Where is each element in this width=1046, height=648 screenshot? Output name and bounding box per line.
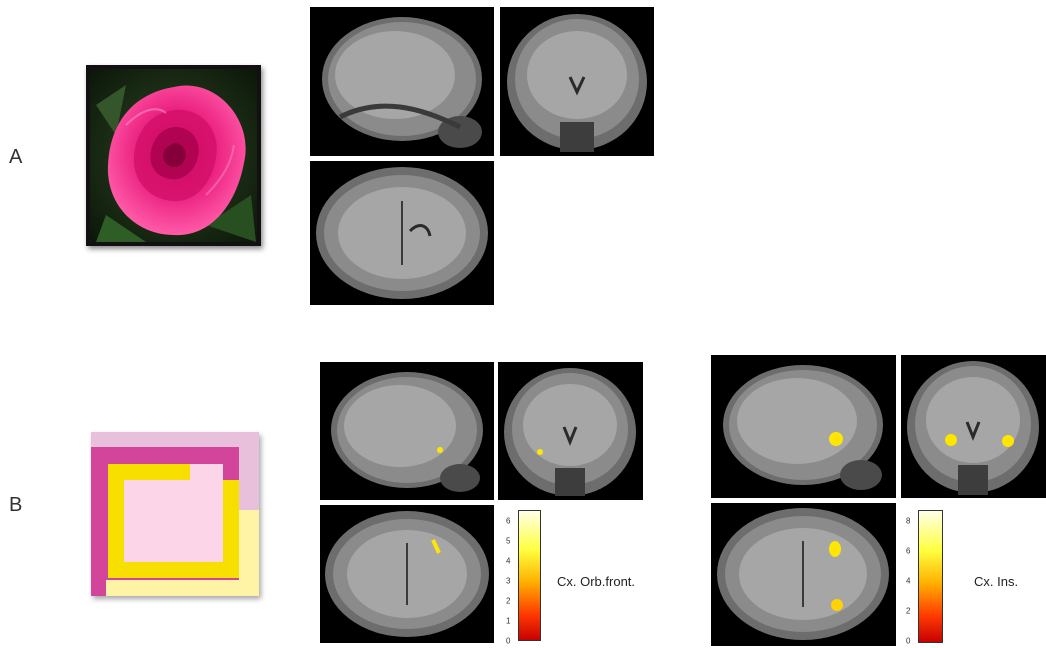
region-label-b1: Cx. Orb.front. — [557, 574, 636, 589]
colorbar-b2 — [918, 510, 943, 643]
mri-sagittal-a — [310, 7, 494, 156]
mri-sagittal-b1 — [320, 362, 494, 500]
colorbar-tick: 5 — [506, 536, 511, 546]
row-label-a: A — [9, 146, 23, 168]
colorbar-tick: 2 — [906, 606, 911, 616]
mri-sagittal-b2 — [711, 355, 896, 498]
row-label-b: B — [9, 494, 23, 516]
colorbar-tick: 6 — [906, 546, 911, 556]
colorbar-b2-ticks: 8 6 4 2 0 — [906, 510, 916, 646]
colorbar-tick: 8 — [906, 516, 911, 526]
abstract-color-stimulus — [91, 432, 259, 596]
colorbar-tick: 4 — [506, 556, 511, 566]
colorbar-tick: 1 — [506, 616, 511, 626]
colorbar-tick: 0 — [906, 636, 911, 646]
colorbar-b1-ticks: 6 5 4 3 2 1 0 — [506, 510, 516, 646]
mri-axial-b1 — [320, 505, 494, 643]
mri-axial-b2 — [711, 503, 896, 646]
region-label-b2: Cx. Ins. — [974, 574, 1019, 589]
mri-coronal-b1 — [498, 362, 643, 500]
mri-axial-a — [310, 161, 494, 305]
rose-photo — [86, 65, 261, 246]
colorbar-b1 — [518, 510, 541, 641]
colorbar-tick: 2 — [506, 596, 511, 606]
mri-coronal-b2 — [901, 355, 1046, 498]
mri-coronal-a — [500, 7, 654, 156]
colorbar-tick: 0 — [506, 636, 511, 646]
colorbar-tick: 6 — [506, 516, 511, 526]
colorbar-tick: 3 — [506, 576, 511, 586]
colorbar-tick: 4 — [906, 576, 911, 586]
